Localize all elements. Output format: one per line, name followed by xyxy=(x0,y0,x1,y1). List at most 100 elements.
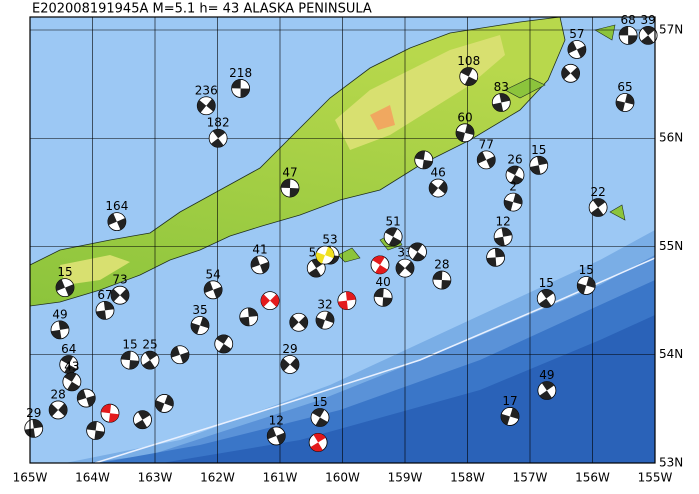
beachball xyxy=(55,278,75,298)
beachball xyxy=(503,192,523,212)
lat-label: 54N xyxy=(659,347,683,361)
beachball-compression xyxy=(590,198,606,217)
beachball xyxy=(86,421,106,440)
beachball-compression xyxy=(316,246,334,264)
beachball xyxy=(306,258,326,278)
beachball xyxy=(50,320,70,340)
depth-label: 12 xyxy=(495,214,510,228)
depth-label: 15 xyxy=(579,263,594,277)
depth-label: 46 xyxy=(430,166,445,180)
beachball xyxy=(383,227,403,247)
map-title: E202008191945A M=5.1 h= 43 ALASKA PENINS… xyxy=(32,2,372,17)
beachball-compression xyxy=(239,307,258,326)
abyss xyxy=(162,315,655,463)
beachball-compression xyxy=(506,166,524,185)
beachball-compression xyxy=(432,271,451,290)
beachball-compression xyxy=(539,381,555,400)
beachball-compression xyxy=(231,79,250,98)
beachball xyxy=(455,123,475,143)
beachball xyxy=(310,408,330,427)
depth-label: 25 xyxy=(142,338,157,352)
beachball-compression xyxy=(429,181,448,195)
beachball xyxy=(505,165,525,185)
beachball-compression xyxy=(312,408,328,427)
beachball-compression xyxy=(486,248,505,267)
depth-label: 51 xyxy=(385,214,400,228)
highland xyxy=(60,255,130,285)
depth-label: 47 xyxy=(282,166,297,180)
beachball-compression xyxy=(190,316,209,335)
lon-label: 160W xyxy=(325,471,360,485)
beachball xyxy=(428,178,448,198)
beachball xyxy=(214,334,234,354)
beachball-compression xyxy=(155,395,174,412)
beachball xyxy=(100,403,120,423)
beachball-compression xyxy=(477,151,496,169)
frame xyxy=(29,16,656,464)
beachball xyxy=(133,410,152,430)
beachball-compression xyxy=(414,150,433,169)
beachball-compression xyxy=(289,315,308,329)
beachball xyxy=(536,289,556,308)
beachball xyxy=(567,40,587,59)
beachball xyxy=(395,258,415,278)
lon-label: 157W xyxy=(513,471,548,485)
beachball xyxy=(95,300,115,320)
beachball-compression xyxy=(142,351,158,370)
lat-label: 57N xyxy=(659,22,683,36)
depth-label: 164 xyxy=(105,199,128,213)
lon-label: 165W xyxy=(13,471,48,485)
beachball-compression xyxy=(24,419,43,438)
depth-label: 28 xyxy=(50,387,65,401)
beachball-compression xyxy=(385,227,402,246)
peak xyxy=(370,105,395,130)
depth-label: 60 xyxy=(457,110,472,124)
depth-label: 49 xyxy=(52,307,67,321)
beachball-compression xyxy=(615,93,634,112)
beachball-compression xyxy=(261,294,279,308)
beachball xyxy=(280,178,300,198)
depth-label: 73 xyxy=(112,273,127,287)
beachball-compression xyxy=(456,124,474,142)
beachball-compression xyxy=(410,242,425,261)
beachball xyxy=(638,26,658,45)
beachball xyxy=(170,345,190,365)
beachball-compression xyxy=(619,26,638,45)
depth-label: 35 xyxy=(192,303,207,317)
beachball xyxy=(315,245,335,265)
beachball-compression xyxy=(372,255,388,274)
beachball-compression xyxy=(111,288,129,302)
beachball-compression xyxy=(121,351,139,370)
depth-label: 108 xyxy=(457,54,480,68)
depth-label: 57 xyxy=(569,27,584,41)
beachball xyxy=(231,79,251,98)
beachball-compression xyxy=(641,26,656,45)
beachball xyxy=(239,307,259,327)
lat-label: 53N xyxy=(659,456,683,470)
beachball xyxy=(24,418,44,438)
lon-label: 159W xyxy=(388,471,423,485)
beachball-compression xyxy=(567,41,586,58)
beachball xyxy=(618,26,638,45)
depth-label: 49 xyxy=(539,368,554,382)
depth-label: 218 xyxy=(229,66,252,80)
depth-label: 12 xyxy=(269,413,284,427)
beachball xyxy=(408,242,427,262)
beachball-compression xyxy=(49,403,68,417)
depth-label: 2 xyxy=(509,180,517,194)
beachball-compression xyxy=(77,389,96,407)
lon-label: 162W xyxy=(200,471,235,485)
beachball-compression xyxy=(316,311,334,329)
depth-label: 65 xyxy=(617,80,632,94)
beachball xyxy=(107,212,127,231)
beachball-compression xyxy=(64,372,80,391)
beachball-compression xyxy=(494,227,512,246)
depth-label: 26 xyxy=(507,153,522,167)
lat-label: 55N xyxy=(659,239,683,253)
depth-label: 15 xyxy=(122,338,137,352)
beachball xyxy=(196,96,216,116)
lon-label: 158W xyxy=(450,471,485,485)
beachball xyxy=(476,150,496,170)
